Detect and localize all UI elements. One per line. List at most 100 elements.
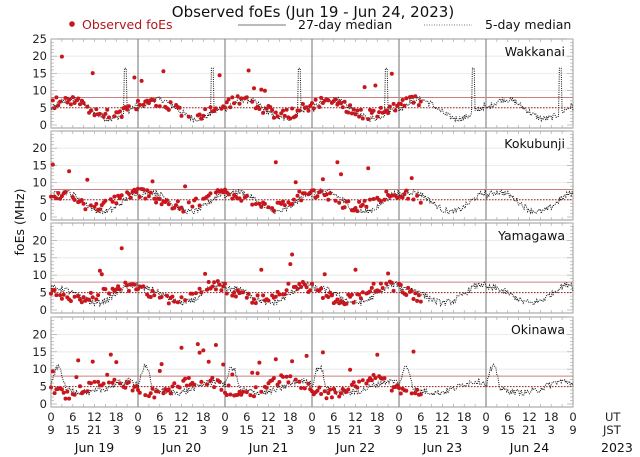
observed-foes-point (114, 360, 119, 365)
observed-foes-point (329, 395, 334, 400)
y-tick-label: 10 (32, 362, 47, 376)
observed-foes-point (54, 293, 59, 298)
x-tick-label-jst: 15 (239, 423, 254, 437)
observed-foes-point (415, 298, 420, 303)
observed-foes-point (226, 97, 231, 102)
observed-foes-point (353, 267, 358, 272)
observed-foes-point (375, 114, 380, 119)
observed-foes-point (398, 283, 403, 287)
x-tick-label-jst: 9 (308, 423, 315, 437)
observed-foes-point (373, 83, 378, 88)
observed-foes-point (380, 286, 385, 290)
observed-foes-point (166, 107, 171, 112)
observed-foes-point (141, 284, 146, 289)
observed-foes-point (72, 294, 77, 299)
observed-foes-point (333, 390, 338, 395)
observed-foes-point (219, 387, 224, 392)
observed-foes-point (107, 115, 111, 120)
observed-foes-point (277, 380, 282, 384)
observed-foes-point (49, 194, 53, 199)
x-tick-label-ut: 0 (221, 410, 228, 424)
observed-foes-point (368, 197, 372, 202)
observed-foes-point (257, 360, 262, 365)
observed-foes-point (273, 294, 278, 299)
observed-foes-point (384, 189, 389, 194)
x-tick-label-ut: 12 (435, 410, 450, 424)
y-tick-label: 10 (32, 268, 47, 282)
x-tick-label-jst: 15 (326, 423, 341, 437)
x-tick-label-ut: 18 (109, 410, 124, 424)
observed-foes-point (386, 271, 391, 276)
observed-foes-point (233, 294, 238, 299)
observed-foes-point (228, 105, 233, 110)
observed-foes-point (335, 160, 340, 165)
observed-foes-point (79, 300, 84, 305)
x-tick-label-ut: 18 (370, 410, 385, 424)
x-day-label: Jun 23 (422, 440, 462, 455)
observed-foes-point (295, 286, 300, 291)
observed-foes-point (353, 112, 358, 117)
observed-foes-point (88, 108, 93, 113)
observed-foes-point (150, 386, 155, 391)
y-tick-label: 25 (32, 32, 47, 46)
observed-foes-point (375, 352, 380, 357)
observed-foes-point (411, 197, 416, 202)
x-tick-label-ut: 12 (261, 410, 276, 424)
observed-foes-point (232, 290, 237, 295)
observed-foes-point (186, 376, 191, 380)
observed-foes-point (81, 389, 86, 394)
y-tick-label: 20 (32, 327, 47, 341)
observed-foes-point (389, 71, 394, 76)
observed-foes-point (404, 96, 409, 101)
observed-foes-point (290, 202, 295, 206)
observed-foes-point (52, 288, 57, 292)
observed-foes-point (286, 380, 291, 385)
observed-foes-point (339, 101, 343, 106)
observed-foes-point (386, 111, 391, 116)
observed-foes-point (339, 391, 343, 396)
observed-foes-point (136, 186, 140, 191)
observed-foes-point (355, 385, 360, 390)
x-tick-label-ut: 0 (47, 410, 54, 424)
median-5day-trace (50, 67, 574, 124)
observed-foes-point (61, 390, 66, 395)
observed-foes-point (204, 382, 209, 387)
observed-foes-point (360, 378, 365, 383)
observed-foes-point (320, 177, 325, 182)
observed-foes-point (99, 272, 104, 277)
observed-foes-point (157, 197, 162, 201)
x-tick-label-ut: 0 (482, 410, 489, 424)
observed-foes-point (226, 383, 231, 388)
y-tick-label: 5 (40, 380, 47, 394)
observed-foes-point (299, 198, 304, 203)
observed-foes-point (212, 280, 217, 285)
observed-foes-point (54, 196, 59, 201)
median-5day-trace (50, 187, 574, 216)
observed-foes-point (206, 359, 211, 364)
observed-foes-point (119, 246, 124, 251)
observed-foes-point (81, 101, 86, 105)
legend-observed-label: Observed foEs (82, 17, 173, 32)
observed-foes-point (275, 114, 280, 119)
observed-foes-point (252, 394, 256, 399)
observed-foes-point (290, 252, 295, 257)
observed-foes-point (81, 295, 86, 300)
observed-foes-point (371, 197, 376, 201)
observed-foes-point (368, 289, 372, 294)
station-label: Kokubunji (504, 136, 565, 151)
observed-foes-point (137, 390, 142, 395)
observed-foes-point (261, 293, 266, 298)
observed-foes-point (114, 287, 119, 292)
observed-foes-point (413, 94, 418, 99)
observed-foes-point (179, 113, 184, 118)
x-tick-label-jst: 21 (348, 423, 363, 437)
y-tick-label: 0 (40, 210, 47, 224)
x-tick-label-jst: 3 (113, 423, 120, 437)
observed-foes-point (170, 294, 175, 299)
observed-foes-point (213, 287, 218, 292)
legend: Observed foEs 27-day median 5-day median (69, 17, 571, 32)
observed-foes-point (175, 300, 180, 305)
observed-foes-point (59, 296, 64, 301)
observed-foes-point (199, 379, 204, 384)
observed-foes-point (319, 286, 324, 291)
